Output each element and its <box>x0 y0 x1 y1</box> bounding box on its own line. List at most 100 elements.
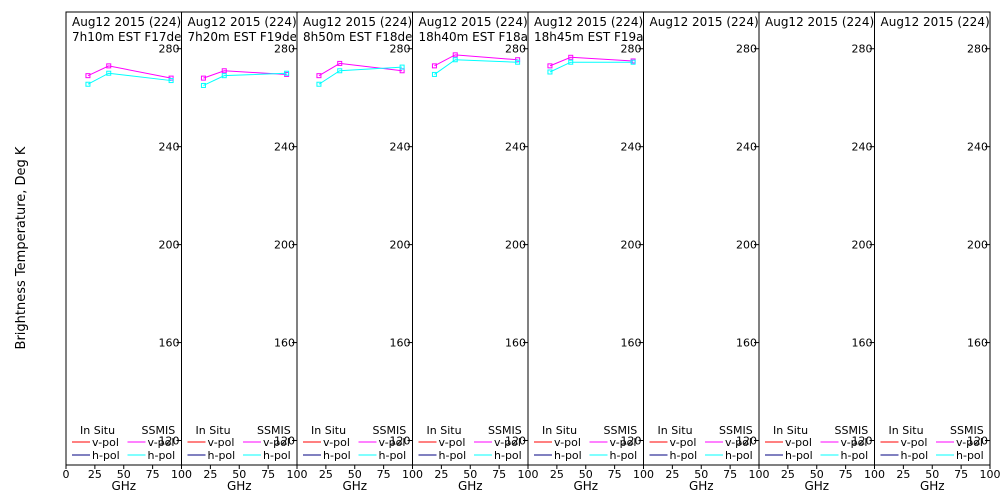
x-tick-label: 50 <box>348 468 362 481</box>
y-tick-label: 240 <box>390 141 411 154</box>
y-tick-label: 160 <box>621 337 642 350</box>
panel-title: Aug12 2015 (224) <box>419 15 528 29</box>
data-point <box>168 78 174 84</box>
y-tick-label: 120 <box>505 435 526 448</box>
legend-ssmis-hpol: h-pol <box>725 449 753 462</box>
x-axis-label: GHz <box>227 479 252 493</box>
chart-panel-8: Aug12 2015 (224) 120 160 200 240 280 25 50 75 100… <box>874 11 1000 493</box>
legend-ssmis: SSMIS <box>142 424 176 437</box>
y-tick-label: 200 <box>736 239 757 252</box>
series-line <box>318 66 403 85</box>
x-axis-label: GHz <box>689 479 714 493</box>
data-point <box>568 54 574 60</box>
x-tick-label: 25 <box>319 468 333 481</box>
legend-ssmis-hpol: h-pol <box>610 449 638 462</box>
y-tick-label: 280 <box>852 43 873 56</box>
x-tick-label: 25 <box>203 468 217 481</box>
legend-insitu-hpol: h-pol <box>92 449 120 462</box>
y-tick-label: 280 <box>967 43 988 56</box>
legend-in-situ: In Situ <box>311 424 346 437</box>
panel-title: Aug12 2015 (224) <box>765 15 874 29</box>
series-line <box>434 59 518 75</box>
panel-subtitle: 18h40m EST F18asc <box>419 30 541 44</box>
y-tick-label: 280 <box>621 43 642 56</box>
legend-ssmis-vpol: v-pol <box>956 436 983 449</box>
legend-insitu-vpol: v-pol <box>92 436 119 449</box>
y-tick-label: 160 <box>736 337 757 350</box>
y-tick-label: 240 <box>852 141 873 154</box>
data-point <box>568 59 574 65</box>
y-tick-label: 200 <box>274 239 295 252</box>
y-tick-label: 160 <box>274 337 295 350</box>
y-tick-label: 280 <box>390 43 411 56</box>
legend-insitu-hpol: h-pol <box>208 449 236 462</box>
x-tick-label: 100 <box>633 468 654 481</box>
data-point <box>284 70 290 76</box>
y-tick-label: 120 <box>621 435 642 448</box>
x-tick-label: 25 <box>781 468 795 481</box>
panel-title: Aug12 2015 (224) <box>72 15 181 29</box>
x-tick-label: 75 <box>954 468 968 481</box>
data-point <box>221 73 227 79</box>
x-tick-label: 75 <box>492 468 506 481</box>
panel-subtitle: 7h10m EST F17des <box>72 30 188 44</box>
legend-insitu-vpol: v-pol <box>554 436 581 449</box>
legend-insitu-hpol: h-pol <box>670 449 698 462</box>
series-line <box>434 54 518 67</box>
x-tick-label: 100 <box>749 468 770 481</box>
y-tick-label: 200 <box>159 239 180 252</box>
legend-insitu-vpol: v-pol <box>670 436 697 449</box>
data-point <box>452 52 458 58</box>
data-point <box>399 64 405 70</box>
data-point <box>452 57 458 63</box>
chart-panel-4: Aug12 2015 (224)18h40m EST F18asc 120 160 2… <box>412 11 541 493</box>
chart-panel-6: Aug12 2015 (224) 120 160 200 240 280 25 50 75 100… <box>643 11 770 493</box>
legend-ssmis: SSMIS <box>373 424 407 437</box>
panel-title: Aug12 2015 (224) <box>303 15 412 29</box>
chart-panel-3: Aug12 2015 (224)8h50m EST F18des 120 160 20… <box>296 11 423 493</box>
y-tick-label: 280 <box>274 43 295 56</box>
panel-title: Aug12 2015 (224) <box>188 15 297 29</box>
legend-in-situ: In Situ <box>889 424 924 437</box>
chart-panel-1: Aug12 2015 (224)7h10m EST F17des 120 160 20… <box>63 11 192 493</box>
x-tick-label: 100 <box>287 468 308 481</box>
x-tick-label: 75 <box>261 468 275 481</box>
data-point <box>85 81 91 87</box>
data-point <box>200 82 206 88</box>
x-tick-label: 100 <box>980 468 1000 481</box>
legend-insitu-vpol: v-pol <box>208 436 235 449</box>
y-tick-label: 240 <box>967 141 988 154</box>
x-tick-label: 25 <box>434 468 448 481</box>
x-tick-label: 75 <box>839 468 853 481</box>
y-tick-label: 240 <box>159 141 180 154</box>
x-tick-label: 25 <box>550 468 564 481</box>
data-point <box>316 81 322 87</box>
legend-insitu-vpol: v-pol <box>901 436 928 449</box>
y-tick-label: 200 <box>852 239 873 252</box>
legend-insitu-vpol: v-pol <box>439 436 466 449</box>
panel-subtitle: 7h20m EST F19des <box>188 30 304 44</box>
x-tick-label: 25 <box>896 468 910 481</box>
panel-subtitle: 8h50m EST F18des <box>303 30 419 44</box>
legend-ssmis-vpol: v-pol <box>494 436 521 449</box>
y-tick-label: 200 <box>621 239 642 252</box>
legend-ssmis-vpol: v-pol <box>841 436 868 449</box>
y-tick-label: 240 <box>274 141 295 154</box>
y-tick-label: 240 <box>736 141 757 154</box>
legend-ssmis-vpol: v-pol <box>379 436 406 449</box>
data-point <box>106 63 112 69</box>
series-line <box>203 72 287 86</box>
legend-ssmis-hpol: h-pol <box>379 449 407 462</box>
legend-insitu-hpol: h-pol <box>785 449 813 462</box>
legend-ssmis: SSMIS <box>719 424 753 437</box>
x-axis-label: GHz <box>111 479 136 493</box>
x-tick-label: 75 <box>723 468 737 481</box>
x-axis-label: GHz <box>573 479 598 493</box>
y-tick-label: 280 <box>159 43 180 56</box>
y-tick-label: 200 <box>505 239 526 252</box>
data-point <box>431 63 437 69</box>
x-tick-label: 100 <box>864 468 885 481</box>
y-axis-label: Brightness Temperature, Deg K <box>14 146 29 349</box>
y-tick-label: 200 <box>967 239 988 252</box>
